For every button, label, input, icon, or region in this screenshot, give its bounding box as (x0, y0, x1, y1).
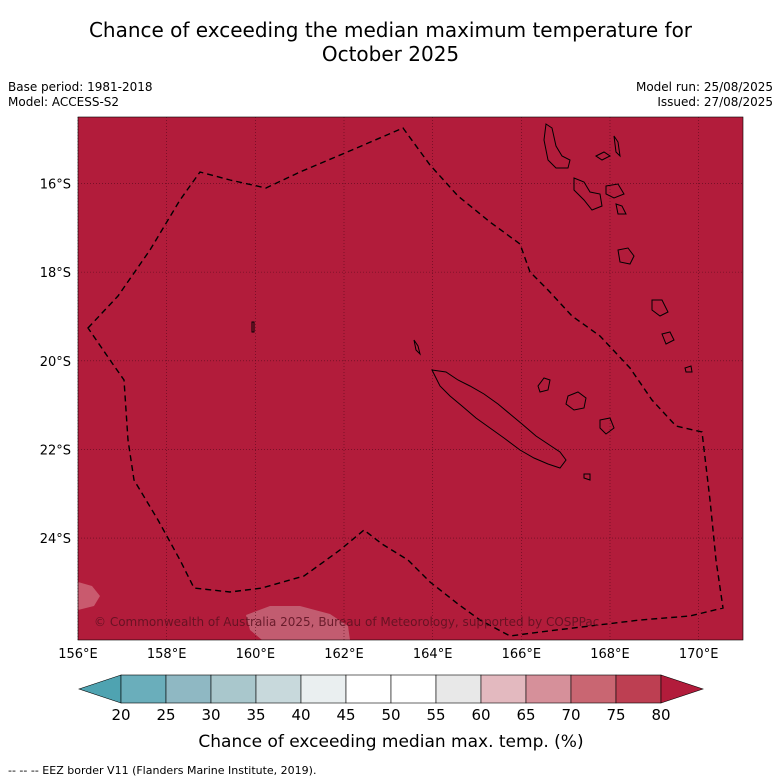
small-islet-west (251, 321, 255, 333)
colorbar-segment (435, 674, 482, 704)
colorbar-tick-label: 50 (381, 706, 400, 724)
warm-patch-lower-left (78, 582, 100, 610)
title-line-1: Chance of exceeding the median maximum t… (88, 18, 693, 42)
colorbar-segment (615, 674, 662, 704)
latitude-label: 24°S (40, 532, 71, 547)
meta-right: Model run: 25/08/2025 Issued: 27/08/2025 (636, 80, 773, 110)
longitude-label: 168°E (590, 647, 630, 662)
colorbar-tick-label: 35 (246, 706, 265, 724)
latitude-label: 20°S (40, 355, 71, 370)
title-line-2: October 2025 (321, 42, 460, 66)
ambae-island (595, 151, 611, 161)
isle-of-pines (583, 473, 591, 481)
longitude-label: 158°E (147, 647, 187, 662)
epi-island (615, 203, 627, 215)
tanna-island (661, 331, 675, 345)
colorbar-tick-label: 45 (336, 706, 355, 724)
colorbar (78, 674, 704, 704)
colorbar-tick-label: 75 (606, 706, 625, 724)
colorbar-under-arrow (78, 674, 122, 704)
model-run: Model run: 25/08/2025 (635, 80, 773, 94)
base-period: Base period: 1981-2018 (8, 80, 153, 94)
latitude-labels: 16°S 18°S 20°S 22°S 24°S (40, 177, 71, 547)
model-name: Model: ACCESS-S2 (8, 95, 120, 109)
longitude-label: 166°E (502, 647, 542, 662)
latitude-label: 16°S (40, 177, 71, 192)
colorbar-tick-label: 30 (201, 706, 220, 724)
map-background (78, 117, 743, 640)
map-panel: © Commonwealth of Australia 2025, Bureau… (77, 116, 744, 641)
longitude-label: 156°E (58, 647, 98, 662)
malakula-island (573, 177, 603, 211)
ambrym-island (605, 183, 625, 199)
erromango-island (651, 299, 669, 317)
lifou-island (565, 391, 587, 411)
colorbar-over-arrow (660, 674, 704, 704)
ouvea-island (537, 377, 551, 393)
colorbar-tick-label: 60 (471, 706, 490, 724)
colorbar-segment (120, 674, 167, 704)
efate-island (617, 247, 635, 265)
colorbar-tick-label: 25 (156, 706, 175, 724)
colorbar-segment (300, 674, 347, 704)
belep-islets (413, 339, 421, 356)
longitude-label: 160°E (236, 647, 276, 662)
longitude-label: 170°E (679, 647, 719, 662)
longitude-label: 162°E (324, 647, 364, 662)
colorbar-segment (210, 674, 257, 704)
colorbar-segment (165, 674, 212, 704)
colorbar-segment (570, 674, 617, 704)
latitude-label: 18°S (40, 266, 71, 281)
colorbar-tick-label: 55 (426, 706, 445, 724)
colorbar-ticks: 20 25 30 35 40 45 50 55 60 65 70 75 80 (111, 706, 670, 724)
map-title: Chance of exceeding the median maximum t… (0, 18, 781, 66)
eez-footnote: -- -- -- EEZ border V11 (Flanders Marine… (8, 764, 317, 777)
colorbar-segment (255, 674, 302, 704)
longitude-label: 164°E (413, 647, 453, 662)
meta-left: Base period: 1981-2018 Model: ACCESS-S2 (8, 80, 153, 110)
colorbar-segment (390, 674, 437, 704)
colorbar-tick-label: 40 (291, 706, 310, 724)
latitude-label: 22°S (40, 443, 71, 458)
eez-border (87, 127, 724, 637)
colorbar-tick-label: 70 (561, 706, 580, 724)
colorbar-segment (345, 674, 392, 704)
colorbar-label: Chance of exceeding median max. temp. (%… (198, 732, 583, 752)
colorbar-segment (525, 674, 572, 704)
colorbar-tick-label: 65 (516, 706, 535, 724)
copyright-notice: © Commonwealth of Australia 2025, Bureau… (94, 615, 599, 629)
map-frame (77, 116, 744, 641)
aneityum-island (684, 365, 693, 373)
mare-island (599, 417, 615, 435)
colorbar-tick-label: 20 (111, 706, 130, 724)
colorbar-tick-label: 80 (651, 706, 670, 724)
colorbar-segment (480, 674, 527, 704)
issued-date: Issued: 27/08/2025 (657, 95, 773, 109)
pentecost-island (613, 135, 621, 158)
new-caledonia-island (431, 369, 567, 469)
warm-patch-bottom (246, 606, 350, 640)
graticule (77, 117, 743, 640)
longitude-labels: 156°E 158°E 160°E 162°E 164°E 166°E 168°E 170°E (58, 647, 718, 662)
espiritu-santo-island (543, 123, 571, 169)
